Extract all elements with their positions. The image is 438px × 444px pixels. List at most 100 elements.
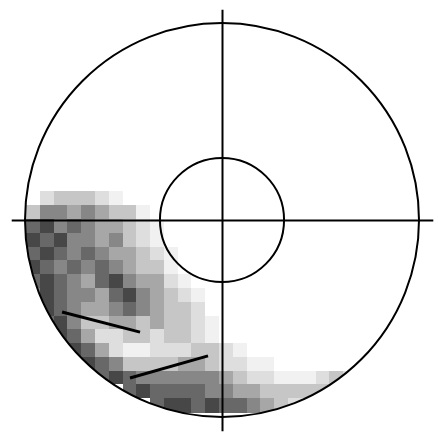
density-cell [302,343,316,357]
density-cell [191,371,205,385]
density-cell [54,247,68,261]
density-cell [205,329,219,343]
density-cell [288,274,302,288]
density-cell [260,371,274,385]
density-cell [260,316,274,330]
density-cell [123,247,137,261]
density-cell [150,316,164,330]
density-cell [329,384,343,398]
density-cell [109,398,123,412]
density-cell [136,357,150,371]
density-cell [164,384,178,398]
density-cell [343,329,357,343]
density-cell [219,191,233,205]
density-cell [219,316,233,330]
density-cell [81,205,95,219]
density-cell [288,288,302,302]
density-cell [302,274,316,288]
density-cell [274,384,288,398]
density-cell [274,329,288,343]
density-cell [81,274,95,288]
y-axis-line [222,10,224,432]
density-cell [329,205,343,219]
density-cell [316,260,330,274]
density-cell [81,371,95,385]
density-cell [136,191,150,205]
density-cell [136,384,150,398]
density-cell [329,343,343,357]
density-cell [205,316,219,330]
density-cell [329,398,343,412]
density-cell [343,205,357,219]
density-cell [26,371,40,385]
density-cell [54,398,68,412]
density-cell [288,247,302,261]
density-cell [219,260,233,274]
density-cell [260,233,274,247]
density-cell [302,288,316,302]
density-cell [316,233,330,247]
density-cell [329,260,343,274]
density-cell [40,384,54,398]
density-cell [302,233,316,247]
density-cell [219,329,233,343]
density-cell [67,371,81,385]
density-cell [178,398,192,412]
density-cell [205,205,219,219]
density-cell [302,329,316,343]
density-cell [288,191,302,205]
density-cell [164,343,178,357]
density-cell [343,302,357,316]
density-cell [150,260,164,274]
density-cell [164,371,178,385]
density-cell [247,343,261,357]
density-cell [40,329,54,343]
density-cell [260,343,274,357]
density-cell [329,247,343,261]
density-cell [247,302,261,316]
density-cell [81,329,95,343]
density-cell [205,288,219,302]
density-cell [288,205,302,219]
density-cell [316,316,330,330]
density-cell [316,398,330,412]
density-cell [136,260,150,274]
density-cell [260,191,274,205]
density-cell [247,205,261,219]
density-cell [123,357,137,371]
density-cell [205,233,219,247]
density-cell [178,274,192,288]
density-cell [136,316,150,330]
density-cell [316,247,330,261]
density-cell [274,274,288,288]
density-cell [274,260,288,274]
density-cell [150,288,164,302]
density-cell [191,343,205,357]
density-cell [205,302,219,316]
density-cell [54,384,68,398]
density-cell [219,205,233,219]
density-cell [136,274,150,288]
density-cell [54,233,68,247]
density-cell [150,274,164,288]
density-cell [191,329,205,343]
density-cell [95,329,109,343]
density-cell [26,398,40,412]
density-cell [81,191,95,205]
segment [130,356,208,378]
density-cell [136,205,150,219]
density-cell [123,205,137,219]
density-cell [219,398,233,412]
density-cell [178,384,192,398]
density-cell [123,288,137,302]
density-cell [178,343,192,357]
density-cell [219,384,233,398]
density-cell [343,384,357,398]
density-cell [247,247,261,261]
density-cell [205,371,219,385]
density-cell [109,274,123,288]
density-cell [288,316,302,330]
density-cell [67,274,81,288]
density-cell [343,398,357,412]
density-cell [95,357,109,371]
